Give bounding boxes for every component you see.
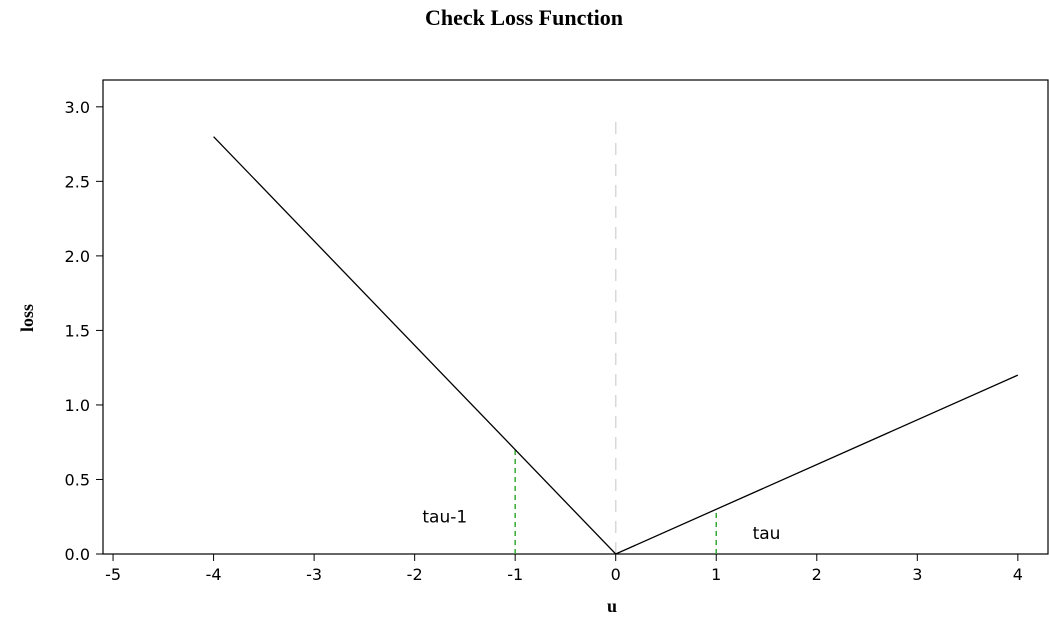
annotations: tau-1 tau [422, 508, 780, 544]
x-axis: -5 -4 -3 -2 -1 0 1 2 3 4 [105, 554, 1023, 584]
x-axis-label: u [607, 596, 617, 616]
x-tick-label: 4 [1013, 565, 1023, 584]
x-tick-label: 0 [611, 565, 621, 584]
annotation-tau-1: tau-1 [422, 508, 467, 528]
series-layer [213, 136, 1019, 555]
y-tick-label: 0.5 [65, 470, 90, 489]
x-tick-label: 2 [812, 565, 822, 584]
x-tick-label: 3 [912, 565, 922, 584]
reference-lines [514, 114, 717, 554]
y-axis-label: loss [17, 304, 37, 332]
y-tick-label: 1.0 [65, 396, 90, 415]
y-tick-label: 1.5 [65, 321, 90, 340]
y-tick-label: 2.5 [65, 172, 90, 191]
y-axis: 0.0 0.5 1.0 1.5 2.0 2.5 3.0 [65, 98, 103, 564]
x-tick-label: -5 [105, 565, 121, 584]
x-tick-label: -3 [306, 565, 322, 584]
y-tick-label: 2.0 [65, 247, 90, 266]
plot-frame [102, 79, 1049, 555]
y-tick-label: 3.0 [65, 98, 90, 117]
chart-title: Check Loss Function [425, 5, 623, 30]
x-tick-label: -4 [206, 565, 222, 584]
x-tick-label: -1 [507, 565, 523, 584]
x-tick-label: -2 [407, 565, 423, 584]
annotation-tau: tau [753, 524, 781, 544]
series-line [213, 136, 1019, 555]
x-tick-label: 1 [711, 565, 721, 584]
y-tick-label: 0.0 [65, 545, 90, 564]
